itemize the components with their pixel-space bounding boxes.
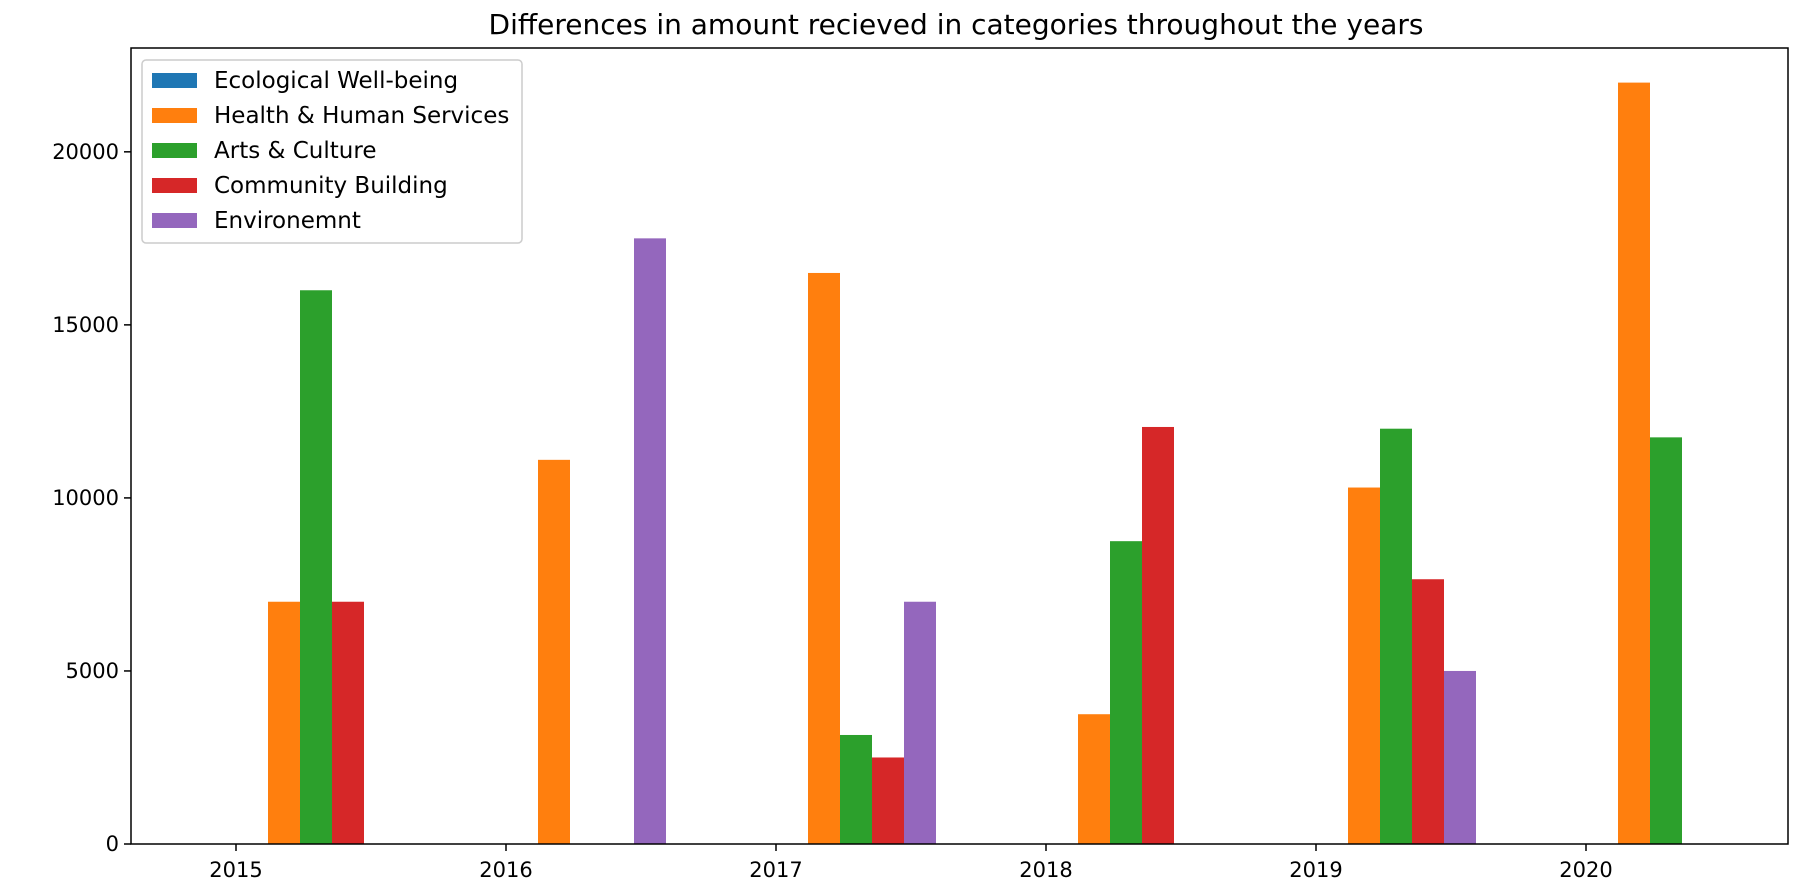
legend-swatch [152,213,197,228]
legend-label: Arts & Culture [214,138,376,164]
bar-community-building-2015 [332,601,364,844]
legend-swatch [152,143,197,158]
bar-health-human-services-2015 [268,601,300,844]
chart-title: Differences in amount recieved in catego… [489,8,1424,41]
y-tick-label: 15000 [52,313,119,337]
y-tick-label: 10000 [52,486,119,510]
bar-health-human-services-2017 [808,272,840,845]
legend-label: Environemnt [214,208,361,234]
bar-community-building-2018 [1142,426,1174,844]
x-tick-label: 2017 [749,858,802,882]
x-tick-label: 2018 [1019,858,1072,882]
legend: Ecological Well-being Health & Human Serv… [141,59,523,244]
x-tick-label: 2016 [479,858,532,882]
bar-arts-culture-2015 [300,290,332,844]
legend-box [141,59,523,244]
bar-community-building-2017 [872,757,904,844]
y-tick-label: 5000 [66,659,119,683]
bar-environemnt-2019 [1444,670,1476,844]
bar-arts-culture-2017 [840,734,872,844]
legend-label: Health & Human Services [214,103,509,129]
x-tick-label: 2015 [209,858,262,882]
bar-health-human-services-2018 [1078,714,1110,844]
legend-label: Ecological Well-being [214,68,458,94]
bar-environemnt-2017 [904,601,936,844]
bar-environemnt-2016 [634,238,666,845]
legend-swatch [152,73,197,88]
y-tick-label: 0 [106,832,119,856]
bar-health-human-services-2019 [1348,487,1380,844]
x-tick-label: 2020 [1559,858,1612,882]
bar-community-building-2019 [1412,579,1444,844]
bar-health-human-services-2020 [1618,82,1650,845]
legend-swatch [152,178,197,193]
bar-arts-culture-2019 [1380,428,1412,844]
y-tick-label: 20000 [52,140,119,164]
bar-health-human-services-2016 [538,459,570,844]
legend-swatch [152,108,197,123]
axes-layer: 0 5000 10000 15000 20000 2015 2016 2017 2018 2019… [52,140,1613,882]
x-tick-label: 2019 [1289,858,1342,882]
bar-arts-culture-2020 [1650,437,1682,844]
bar-arts-culture-2018 [1110,541,1142,844]
legend-label: Community Building [214,173,448,199]
plot-frame [130,47,1789,845]
bars-layer [268,82,1682,845]
